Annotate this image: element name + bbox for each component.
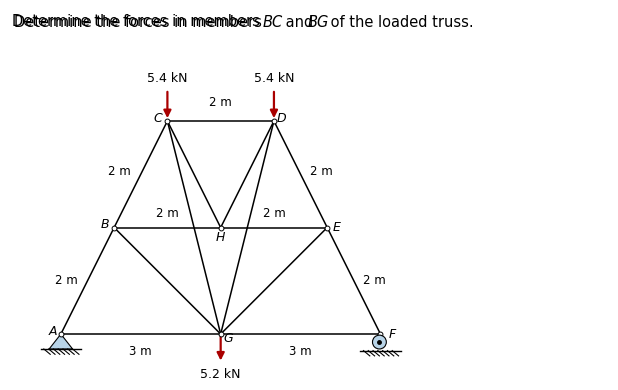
Circle shape xyxy=(373,335,386,349)
Text: 2 m: 2 m xyxy=(108,165,131,178)
Text: 2 m: 2 m xyxy=(156,207,179,220)
Text: 5.4 kN: 5.4 kN xyxy=(147,72,188,85)
Text: 2 m: 2 m xyxy=(310,165,333,178)
Text: C: C xyxy=(153,112,162,125)
Text: 2 m: 2 m xyxy=(363,274,386,287)
Text: BG: BG xyxy=(308,15,329,30)
Text: H: H xyxy=(216,230,226,244)
Text: of the loaded truss.: of the loaded truss. xyxy=(326,15,474,30)
Text: 3 m: 3 m xyxy=(129,345,152,358)
Text: D: D xyxy=(277,112,287,125)
Text: 5.2 kN: 5.2 kN xyxy=(200,368,241,381)
Text: 2 m: 2 m xyxy=(55,274,78,287)
Text: and: and xyxy=(281,15,318,30)
Text: F: F xyxy=(389,328,396,340)
Polygon shape xyxy=(49,334,72,349)
Text: Determine the forces in members: Determine the forces in members xyxy=(14,15,266,30)
Text: A: A xyxy=(49,325,57,338)
Text: G: G xyxy=(224,332,234,345)
Text: 2 m: 2 m xyxy=(263,207,286,220)
Text: B: B xyxy=(100,218,109,231)
Text: 5.4 kN: 5.4 kN xyxy=(253,72,294,85)
Text: BC: BC xyxy=(263,15,283,30)
Text: 2 m: 2 m xyxy=(210,96,232,109)
Text: Determine the forces in members: Determine the forces in members xyxy=(12,14,265,28)
Text: E: E xyxy=(333,221,341,234)
Text: 3 m: 3 m xyxy=(289,345,312,358)
